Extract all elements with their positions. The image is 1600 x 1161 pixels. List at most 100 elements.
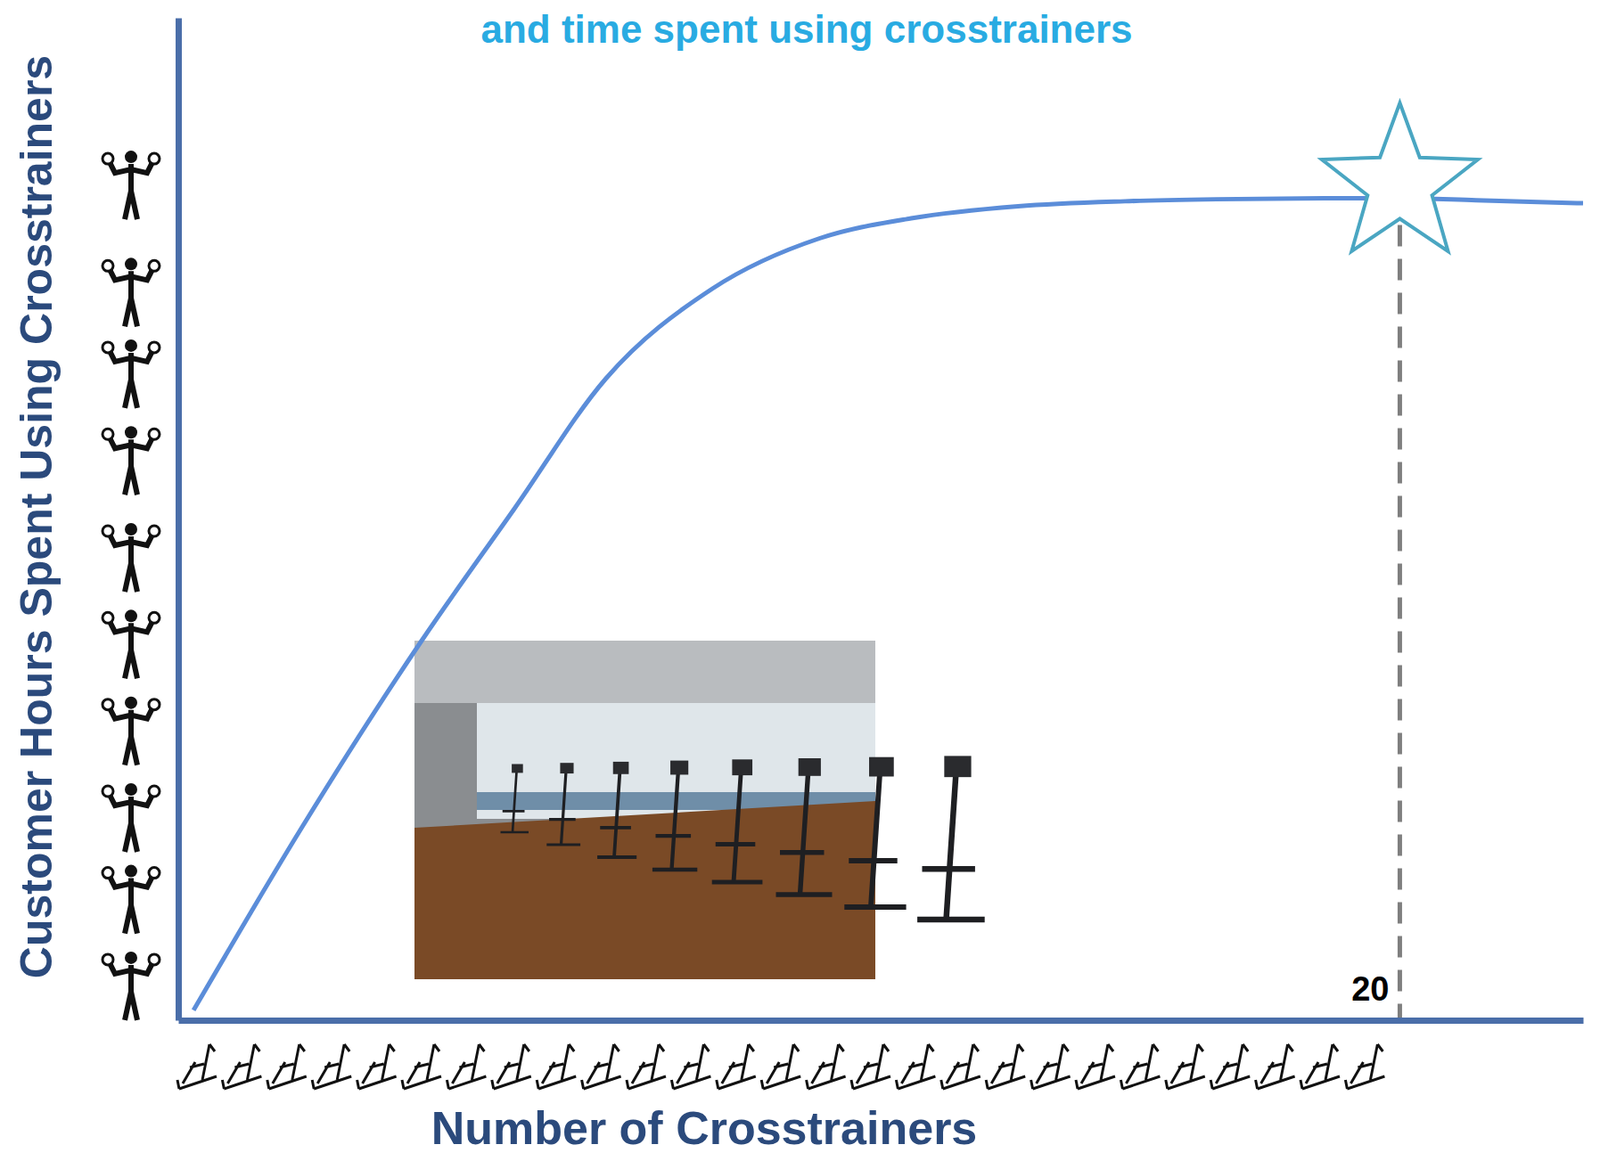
crosstrainer-icon (311, 1044, 352, 1090)
crosstrainer-icon (1031, 1044, 1071, 1090)
dumbbell (148, 786, 160, 797)
crosstrainer-icon (267, 1044, 307, 1090)
crosstrainer-icon (1165, 1044, 1206, 1090)
dumbbell (102, 868, 114, 879)
person-head (124, 150, 138, 164)
crosstrainer-icon (671, 1044, 711, 1090)
person-head (124, 865, 138, 878)
crosstrainer-icon (626, 1044, 666, 1090)
chart-title: and time spent using crosstrainers (480, 7, 1133, 51)
photo-screen (511, 764, 524, 774)
crosstrainer-icon (1255, 1044, 1296, 1090)
dumbbell (148, 525, 160, 537)
person-icon (102, 783, 160, 853)
dumbbell (148, 612, 160, 624)
person-icon (102, 609, 160, 679)
crosstrainer-icon (1210, 1044, 1250, 1090)
crosstrainer-icon (761, 1044, 801, 1090)
dumbbell (148, 260, 160, 271)
chart: 20and time spent using crosstrainersNumb… (0, 0, 1600, 1161)
person-icon (102, 865, 160, 935)
person-icon (102, 426, 160, 495)
photo-machine (776, 774, 833, 895)
axis-icons (102, 150, 1385, 1090)
person-icon (102, 339, 160, 409)
dumbbell (102, 612, 114, 624)
drop-line (1397, 225, 1403, 1022)
crosstrainer-icon (716, 1044, 756, 1090)
crosstrainer-icon (941, 1044, 981, 1090)
person-body (109, 534, 153, 592)
person-body (109, 162, 153, 220)
person-head (124, 951, 138, 965)
crosstrainer-icon (446, 1044, 486, 1090)
crosstrainer-icon (582, 1044, 622, 1090)
photo-machine (597, 773, 637, 859)
photo-screen (798, 758, 821, 777)
person-icon (102, 257, 160, 327)
dumbbell (148, 153, 160, 165)
dumbbell (102, 342, 114, 353)
crosstrainer-icon (536, 1044, 576, 1090)
person-body (109, 795, 153, 853)
photo-machine (917, 775, 985, 920)
dumbbell (102, 954, 114, 966)
dumbbell (102, 428, 114, 440)
y-axis-title: Customer Hours Spent Using Crosstrainers (11, 55, 62, 979)
crosstrainer-icon (1075, 1044, 1116, 1090)
photo-screen (943, 755, 971, 778)
person-icon (102, 150, 160, 220)
person-icon (102, 523, 160, 592)
photo-screen (869, 757, 895, 778)
curve (193, 198, 1584, 1011)
photo-bg (414, 640, 876, 980)
dumbbell (102, 525, 114, 537)
person-head (124, 697, 138, 710)
crosstrainer-icon (851, 1044, 891, 1090)
crosstrainer-icon (1345, 1044, 1385, 1090)
photo-screen (731, 759, 753, 776)
crosstrainer-icon (895, 1044, 936, 1090)
photo-machine (844, 775, 906, 909)
dumbbell (102, 153, 114, 165)
person-head (124, 783, 138, 796)
dumbbell (148, 699, 160, 711)
dumbbell (148, 428, 160, 440)
person-head (124, 426, 138, 439)
crosstrainer-icon (177, 1044, 217, 1090)
y-axis (178, 18, 180, 1022)
person-body (109, 437, 153, 495)
photo-screen (670, 761, 689, 776)
photo (414, 640, 985, 980)
dumbbell (102, 260, 114, 271)
dumbbell (102, 786, 114, 797)
axis-line (175, 18, 182, 1022)
photo-machine (546, 772, 581, 846)
crosstrainer-icon (985, 1044, 1026, 1090)
person-body (109, 351, 153, 409)
crosstrainer-icon (1120, 1044, 1160, 1090)
photo-ceiling (414, 640, 876, 704)
photo-machine (500, 772, 530, 834)
person-head (124, 257, 138, 271)
star-marker (1321, 103, 1478, 252)
plot-area (193, 103, 1584, 1022)
person-icon (102, 697, 160, 766)
crosstrainer-icon (221, 1044, 262, 1090)
photo-machine (712, 774, 764, 884)
person-icon (102, 951, 160, 1021)
person-body (109, 269, 153, 327)
person-body (109, 708, 153, 766)
person-body (109, 877, 153, 935)
crosstrainer-icon (806, 1044, 846, 1090)
dumbbell (102, 699, 114, 711)
person-head (124, 609, 138, 623)
person-head (124, 523, 138, 536)
crosstrainer-icon (357, 1044, 397, 1090)
crosstrainer-icon (1300, 1044, 1340, 1090)
dumbbell (148, 868, 160, 879)
person-body (109, 963, 153, 1021)
photo-screen (613, 762, 630, 775)
person-body (109, 621, 153, 679)
crosstrainer-icon (492, 1044, 532, 1090)
